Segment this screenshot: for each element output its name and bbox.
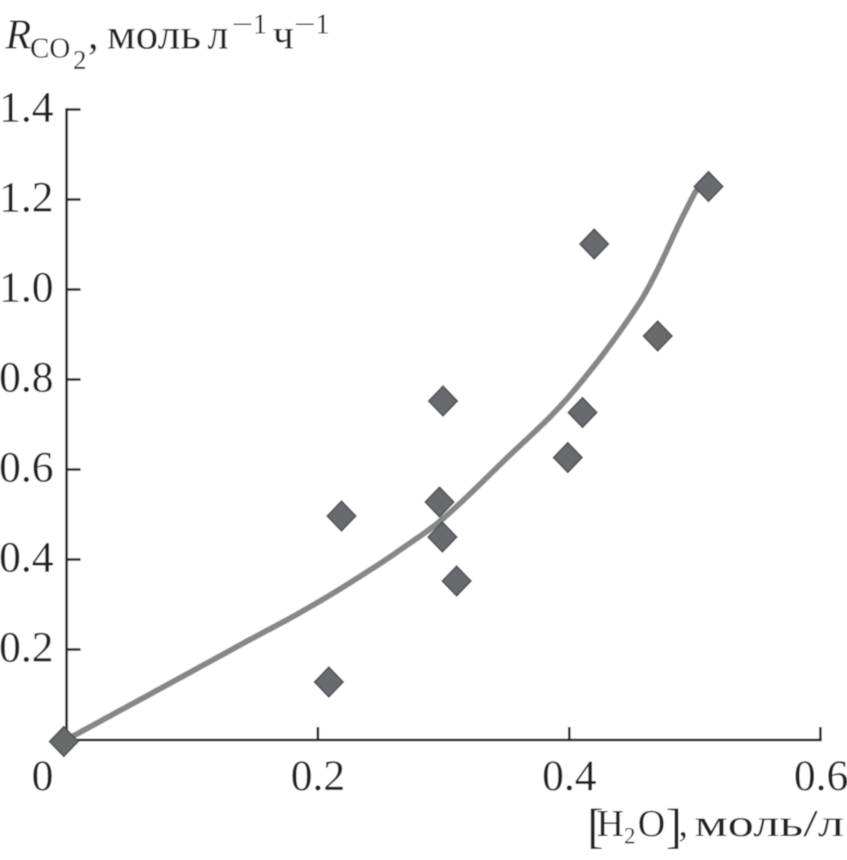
svg-text:R: R	[5, 13, 32, 59]
svg-text:0.6: 0.6	[794, 752, 847, 800]
svg-text:]: ]	[666, 800, 682, 853]
svg-text:1.0: 1.0	[0, 264, 54, 312]
svg-text:−1: −1	[232, 10, 268, 41]
svg-text:ч: ч	[273, 13, 294, 59]
svg-text:,: ,	[88, 13, 99, 59]
svg-text:O: O	[638, 803, 665, 845]
svg-text:0.4: 0.4	[0, 534, 54, 582]
svg-text:,: ,	[679, 803, 689, 845]
svg-text:[: [	[587, 800, 603, 853]
svg-text:1.2: 1.2	[0, 174, 54, 222]
svg-text:моль/л: моль/л	[695, 803, 845, 845]
svg-text:моль: моль	[107, 13, 201, 59]
svg-text:2: 2	[73, 45, 87, 75]
svg-text:0.4: 0.4	[542, 752, 597, 800]
svg-text:CO: CO	[30, 33, 70, 65]
svg-text:−1: −1	[294, 10, 330, 41]
svg-text:0.2: 0.2	[0, 624, 54, 672]
svg-text:0: 0	[32, 752, 54, 800]
svg-text:H: H	[597, 803, 624, 845]
svg-text:л: л	[208, 13, 229, 59]
svg-text:2: 2	[624, 824, 636, 849]
svg-text:0.2: 0.2	[291, 752, 345, 800]
svg-text:0.6: 0.6	[0, 444, 54, 492]
svg-text:0.8: 0.8	[0, 354, 54, 402]
svg-text:1.4: 1.4	[0, 84, 54, 132]
